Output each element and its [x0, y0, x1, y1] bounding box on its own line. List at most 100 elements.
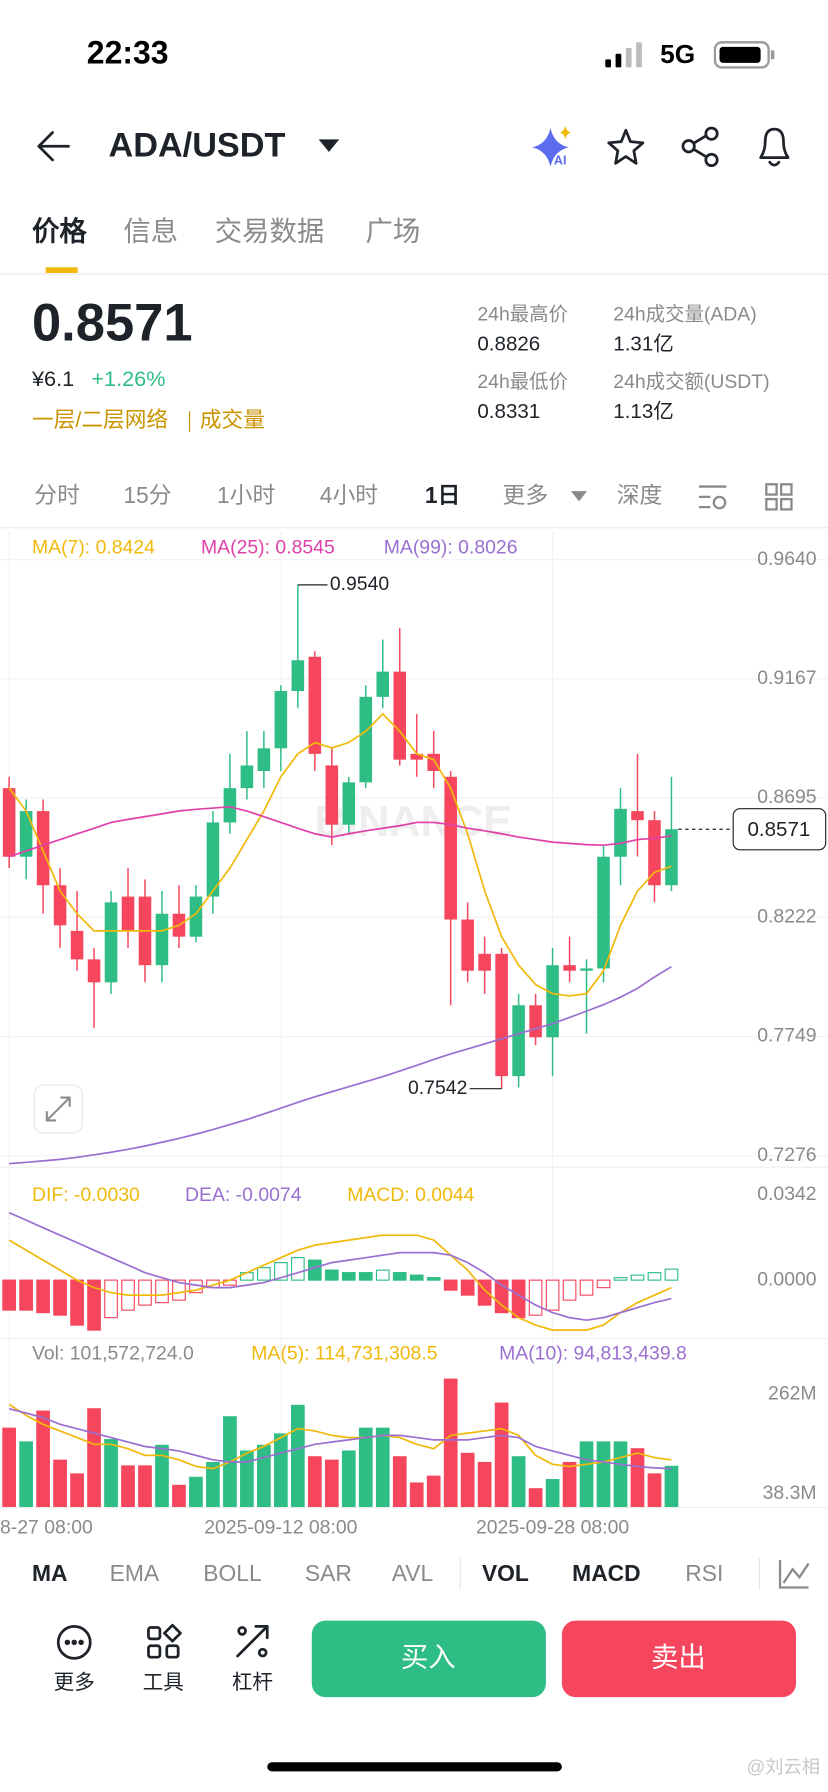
leverage-icon[interactable] [236, 1624, 269, 1658]
indicator-tab[interactable]: MACD [572, 1560, 640, 1586]
candle-body [223, 788, 237, 823]
candle-body [546, 965, 559, 1038]
legend-item: DEA: -0.0074 [185, 1184, 302, 1206]
macd-bar [324, 1269, 339, 1281]
candle-body [121, 896, 135, 931]
share-button[interactable] [681, 126, 719, 168]
indicator-tab[interactable]: EMA [110, 1560, 160, 1586]
y-tick-label: 0.7276 [757, 1144, 816, 1166]
interval[interactable]: 更多 [503, 482, 549, 508]
layout-button[interactable] [765, 483, 793, 511]
pair-dropdown[interactable] [318, 139, 340, 152]
annotation-label: 0.9540 [330, 573, 390, 595]
price-change: +1.26% [91, 366, 165, 391]
macd-bar [375, 1269, 390, 1281]
stat-label: 24h成交额(USDT) [613, 371, 769, 393]
svg-text:AI: AI [554, 153, 567, 167]
candle-body [495, 953, 508, 1077]
indicator-tab[interactable]: AVL [392, 1560, 433, 1586]
candle-body [274, 691, 288, 749]
candle-body [529, 1005, 542, 1038]
tag[interactable]: 一层/二层网络 [32, 407, 168, 432]
candle-body [648, 820, 661, 886]
tab-indicator [45, 267, 78, 274]
pair-title[interactable]: ADA/USDT [108, 126, 285, 164]
macd-bar [647, 1272, 662, 1281]
candle-body [410, 753, 423, 760]
stat-value: 0.8826 [477, 332, 540, 355]
more-icon[interactable] [56, 1624, 92, 1660]
y-tick-label: 0.9167 [757, 667, 816, 689]
more-dropdown[interactable] [571, 491, 588, 502]
candle-body [376, 671, 390, 697]
candle-body [19, 811, 33, 857]
volume-bar [206, 1461, 220, 1508]
tab[interactable]: 价格 [32, 215, 87, 246]
indicator-tab[interactable]: VOL [482, 1560, 529, 1586]
macd-bar [613, 1277, 628, 1281]
macd-bar [19, 1279, 33, 1311]
indicator-tab[interactable]: SAR [305, 1560, 352, 1586]
volume-bar [460, 1452, 475, 1508]
battery-icon [713, 41, 775, 69]
interval[interactable]: 4小时 [320, 482, 378, 508]
candle-body [104, 902, 118, 983]
macd-bar [545, 1279, 560, 1311]
interval[interactable]: 1小时 [217, 482, 275, 508]
legend-item: MA(25): 0.8545 [201, 536, 335, 558]
indicator-tab[interactable]: RSI [685, 1560, 723, 1586]
volume-bar [155, 1444, 169, 1508]
candle-body [308, 656, 322, 754]
stat-value: 1.31亿 [613, 332, 674, 355]
alert-button[interactable] [759, 127, 790, 167]
action-label[interactable]: 更多 [54, 1671, 95, 1694]
volume-bar [257, 1444, 271, 1508]
volume-bar [2, 1427, 16, 1508]
indicator-tab[interactable]: BOLL [203, 1560, 261, 1586]
tab[interactable]: 交易数据 [215, 215, 325, 246]
volume-bar [647, 1473, 662, 1508]
action-label[interactable]: 杠杆 [232, 1671, 273, 1694]
macd-bar [596, 1279, 611, 1289]
ai-button[interactable]: AI [532, 125, 572, 168]
tools-icon[interactable] [147, 1623, 182, 1659]
sell-button[interactable] [561, 1620, 797, 1698]
interval[interactable]: 1日 [425, 482, 461, 508]
indicator-bar: MA EMA BOLL SAR AVL VOL MACD RSI [32, 1560, 723, 1586]
signal-icon [605, 42, 642, 68]
tab[interactable]: 广场 [365, 215, 420, 246]
tag[interactable]: 成交量 [200, 407, 265, 432]
interval[interactable]: 深度 [617, 482, 663, 508]
y-tick-label: 0.8695 [757, 786, 816, 808]
favorite-button[interactable] [607, 128, 645, 165]
macd-bar [87, 1279, 101, 1331]
back-button[interactable] [37, 131, 70, 162]
tab[interactable]: 信息 [123, 215, 178, 246]
settings-button[interactable] [698, 485, 727, 510]
y-tick-label: 38.3M [763, 1482, 817, 1504]
buy-button[interactable] [311, 1620, 546, 1698]
candle-body [665, 829, 678, 886]
macd-bar [290, 1257, 305, 1281]
macd-bar [70, 1279, 84, 1326]
volume-bar [189, 1476, 203, 1508]
candle-body [461, 919, 474, 971]
ma-line [9, 965, 672, 1165]
interval[interactable]: 分时 [34, 482, 80, 508]
indicator-tab[interactable]: MA [32, 1560, 68, 1586]
action-label[interactable]: 工具 [143, 1671, 184, 1694]
candle-body [597, 856, 610, 969]
chart-settings-button[interactable] [778, 1560, 810, 1589]
macd-bar [528, 1279, 543, 1316]
y-tick-label: 0.0342 [757, 1183, 816, 1205]
volume-bar [172, 1484, 186, 1508]
buy-label[interactable]: 买入 [401, 1642, 456, 1673]
volume-bar [477, 1461, 492, 1508]
candle-body [189, 896, 203, 937]
candle-body [393, 671, 407, 760]
expand-button[interactable] [33, 1084, 83, 1134]
volume-bar [104, 1439, 118, 1508]
interval[interactable]: 15分 [123, 482, 171, 508]
sell-label[interactable]: 卖出 [651, 1642, 706, 1673]
volume-bar [630, 1448, 645, 1508]
